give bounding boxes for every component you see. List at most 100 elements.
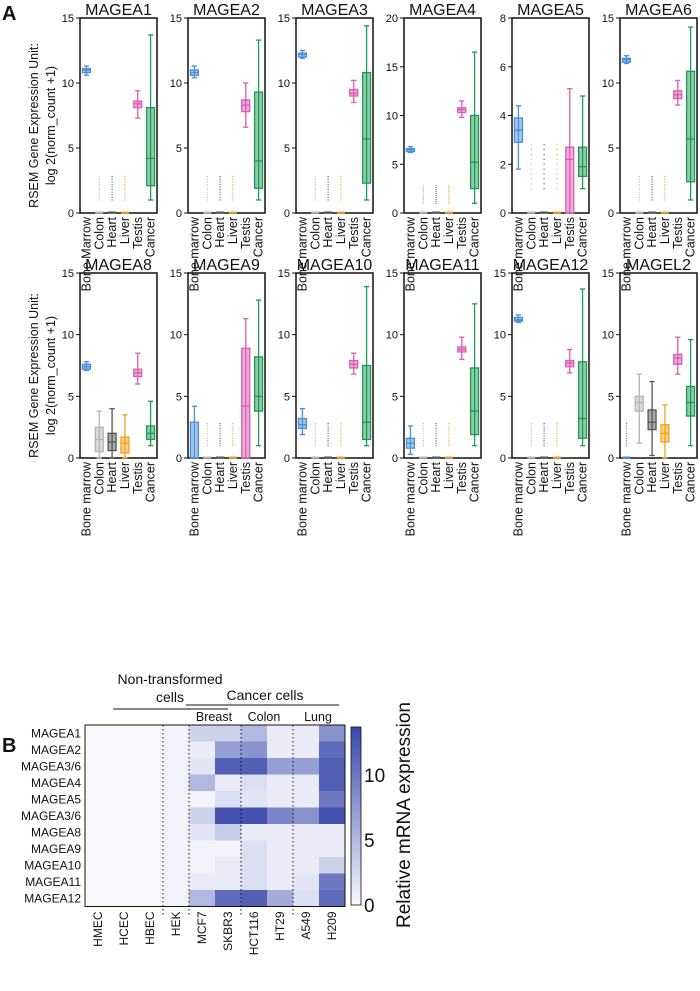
outlier-point [638,183,640,185]
outlier-point [435,427,437,429]
heatmap-cell [267,741,294,759]
x-tick-label: Bone marrow [295,461,309,536]
panel-title: MAGEA2 [193,2,260,19]
outlier-point [124,191,126,193]
outlier-point [543,183,545,185]
outlier-point [314,178,316,180]
outlier-point [543,440,545,442]
heatmap-cell [111,873,138,891]
outlier-point [219,199,221,201]
outlier-point [664,176,666,178]
outlier-point [625,432,628,434]
x-tick-label: Liver [442,217,456,244]
outlier-point [543,149,545,151]
heatmap-cell [163,774,190,792]
y-tick-label: 0 [392,208,398,220]
outlier-point [448,445,450,447]
x-tick-label: Colon [416,217,430,250]
x-tick-label: Cancer [360,217,374,257]
x-tick-label: Heart [537,216,551,247]
x-tick-label: Colon [92,462,106,495]
box [469,367,480,436]
outlier-point [314,435,316,437]
outlier-point [340,196,342,198]
outlier-point [530,422,532,425]
outlier-point [448,437,450,439]
plot-frame [403,272,482,459]
panel-title: MAGEA9 [193,257,260,274]
y-tick-label: 0 [176,453,182,465]
outlier-point [422,185,424,187]
outlier-point [556,153,558,156]
outlier-point [98,178,100,180]
plot-frame [403,17,482,214]
outlier-point [651,189,653,191]
x-tick-label: Bone marrow [619,461,633,536]
box [577,361,588,439]
row-label: MAGEA2 [31,743,81,757]
outlier-point [543,144,545,146]
heatmap-cell [137,824,164,841]
x-tick-label: Bone marrow [511,461,525,536]
outlier-point [314,430,316,432]
heatmap-cell [137,857,164,874]
outlier-point [664,189,666,191]
outlier-point [340,430,342,432]
outlier-point [219,422,221,425]
outlier-point [556,183,558,185]
row-label: MAGEA3/6 [21,759,81,773]
outlier-point [219,430,221,432]
outlier-point [422,432,424,434]
x-tick-label: Testis [347,217,361,249]
heatmap-cell [111,840,138,858]
y-tick-label: 5 [608,391,614,403]
outlier-point [111,178,113,180]
x-tick-label: Testis [671,217,685,249]
heatmap-cell [163,873,190,891]
outlier-point [232,194,234,196]
x-tick-label: Testis [131,217,145,249]
outlier-point [340,445,342,447]
heatmap-cell [163,807,190,825]
outlier-point [651,199,653,201]
heatmap-cell [85,824,112,841]
heatmap-cell [267,774,294,792]
heatmap-cell [111,741,138,759]
subgroup-label: Breast [196,710,233,724]
heatmap-cell [189,873,216,891]
outlier-point [327,178,329,180]
outlier-point [448,427,450,429]
heatmap-cell [241,857,268,874]
heatmap-cell [293,807,320,825]
y-tick-label: 15 [278,268,290,280]
outlier-point [530,427,532,429]
outlier-point [530,435,532,437]
boxplot-panel: MAGEA12 0 5 10 15 Bone marrowColonHeartLiverT… [494,257,590,536]
outlier-point [124,183,126,185]
outlier-point [327,176,329,178]
outlier-point [124,194,126,196]
heatmap-cell [137,807,164,825]
outlier-point [556,158,558,160]
outlier-point [530,178,532,180]
heatmap-cell [319,873,346,891]
x-tick-label: Colon [92,217,106,250]
y-tick-label: 0 [284,453,290,465]
outlier-point [98,194,100,196]
x-tick-label: Testis [563,462,577,494]
outlier-point [543,153,545,156]
x-tick-label: Liver [550,217,564,244]
outlier-point [556,422,558,425]
heatmap-cell [319,807,346,825]
outlier-point [340,435,342,437]
outlier-point [232,435,234,437]
outlier-point [448,194,450,197]
outlier-point [327,186,329,188]
heatmap-cell [137,840,164,858]
box [469,114,480,190]
outlier-point [340,189,342,191]
outlier-point [340,427,342,429]
